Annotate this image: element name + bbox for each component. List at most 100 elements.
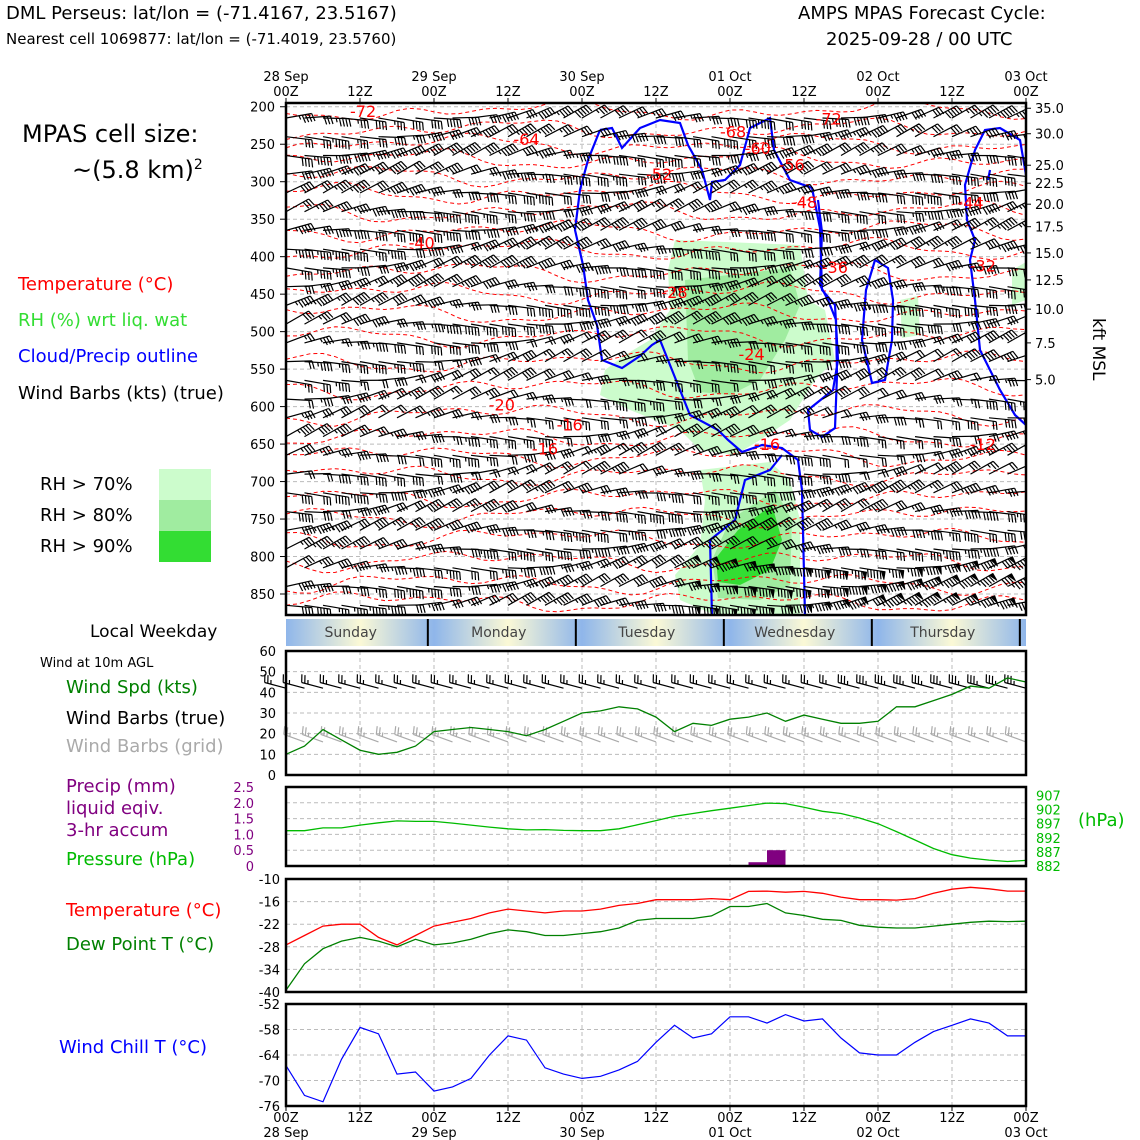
isotherm-label: -36: [822, 258, 848, 277]
barb-flag: [1048, 603, 1053, 611]
wind-barb: [452, 229, 481, 241]
wind-barb: [914, 462, 945, 475]
wind-barb: [655, 198, 685, 213]
isotherm-line: [286, 573, 1026, 597]
chill-ytick-label: -58: [259, 1024, 280, 1039]
pressure-label: Pressure (hPa): [66, 849, 196, 870]
wind-barb: [822, 546, 852, 556]
wind-barb: [729, 203, 760, 216]
wind-barb: [988, 597, 1015, 610]
cross-section-axes: 200 250 300 350 400 450 500 550 600 650 700 750 800 8…: [250, 70, 1064, 603]
wind-barb: [489, 500, 519, 513]
wind-barb: [600, 350, 630, 363]
wind-barb: [655, 492, 684, 504]
wind-barb: [378, 160, 408, 175]
wind-barb: [304, 282, 334, 293]
wind-barb: [396, 211, 426, 220]
wind-barb: [655, 310, 685, 325]
wind-barb: [396, 500, 427, 513]
wind-barb: [304, 423, 334, 438]
wind-barb: [729, 361, 757, 375]
wind-barb: [526, 451, 556, 461]
wind-barb: [341, 492, 369, 505]
wind-barb: [563, 286, 592, 298]
wind-barb: [341, 179, 371, 194]
wind-barb: [692, 335, 723, 346]
wind-barb: [433, 385, 463, 400]
wind-barb: [933, 173, 962, 186]
wind-barb: [933, 529, 961, 543]
wind-barb: [396, 567, 426, 578]
wind-barb: [785, 273, 815, 288]
wind-barb: [933, 105, 963, 119]
wind-barb: [785, 321, 815, 331]
isotherm-label: -72: [816, 110, 842, 129]
wind-barb: [893, 726, 916, 743]
wind-barb: [785, 386, 815, 400]
wind-barb: [356, 674, 379, 689]
wind-barb: [729, 604, 756, 615]
cell-size-exponent: 2: [193, 157, 203, 173]
wind-barb: [618, 398, 646, 412]
wind-barb: [581, 548, 611, 557]
wind-barb: [711, 179, 741, 194]
wind-barb: [782, 726, 805, 743]
wind-barb: [378, 274, 408, 288]
wind-barb: [766, 377, 797, 387]
wind-barb: [914, 591, 940, 608]
wind-barb: [489, 279, 520, 290]
wind-barb: [600, 597, 631, 608]
wind-barb: [748, 426, 778, 438]
wind-barb: [711, 423, 741, 438]
wind-barb: [877, 111, 908, 122]
wind-barb: [304, 535, 334, 550]
wind-barb: [840, 275, 871, 288]
wind-barb: [359, 604, 388, 615]
wind-barb: [896, 367, 926, 381]
wind-barb: [896, 338, 926, 349]
wind-barb: [933, 397, 963, 407]
wind-barb: [840, 498, 870, 513]
wind-barb: [359, 149, 390, 161]
wind-barb: [637, 441, 667, 456]
height-tick-label: 15.0: [1035, 247, 1064, 262]
wind-barb: [304, 248, 332, 261]
wind-barb: [341, 152, 371, 163]
wind-barb: [840, 481, 871, 495]
wind-barb: [304, 492, 332, 506]
wind-barb: [1007, 398, 1026, 411]
wind-barb: [375, 726, 398, 743]
wind-barb: [378, 181, 408, 195]
wind-barb: [785, 134, 815, 144]
forecast-cycle: 2025-09-28 / 00 UTC: [826, 29, 1013, 50]
wind-barb: [489, 592, 519, 606]
wind-barb: [470, 480, 501, 494]
wind-barb: [415, 132, 445, 142]
wind-barb: [618, 286, 646, 300]
wind-barb: [840, 254, 870, 269]
precip-ytick-label: 0: [246, 860, 254, 875]
wind-barb: [470, 166, 501, 177]
wind-barb: [581, 286, 609, 299]
wind-barb: [988, 304, 1018, 315]
wind-barb: [489, 211, 517, 224]
wind-barb: [877, 226, 908, 237]
wind-barb: [415, 323, 445, 333]
wind-barb: [655, 467, 686, 478]
weekday-segment: [286, 619, 434, 646]
top-hour-label: 00Z: [1013, 85, 1039, 100]
wind-barb: [766, 538, 797, 551]
wind-barb: [729, 507, 760, 517]
wind-barb: [763, 674, 786, 689]
wind-barb: [877, 479, 907, 494]
wind-spd-label: Wind Spd (kts): [66, 677, 198, 698]
wind-barb: [378, 387, 408, 400]
wind-barb: [655, 183, 686, 194]
wind-barb: [563, 104, 593, 119]
wind-barb: [507, 236, 537, 250]
cell-size-label: MPAS cell size:: [22, 120, 199, 148]
rh-fill-areas: [600, 240, 1026, 615]
wind-barb: [396, 489, 427, 500]
wind-barb: [470, 276, 501, 290]
wind-barb: [837, 674, 860, 689]
